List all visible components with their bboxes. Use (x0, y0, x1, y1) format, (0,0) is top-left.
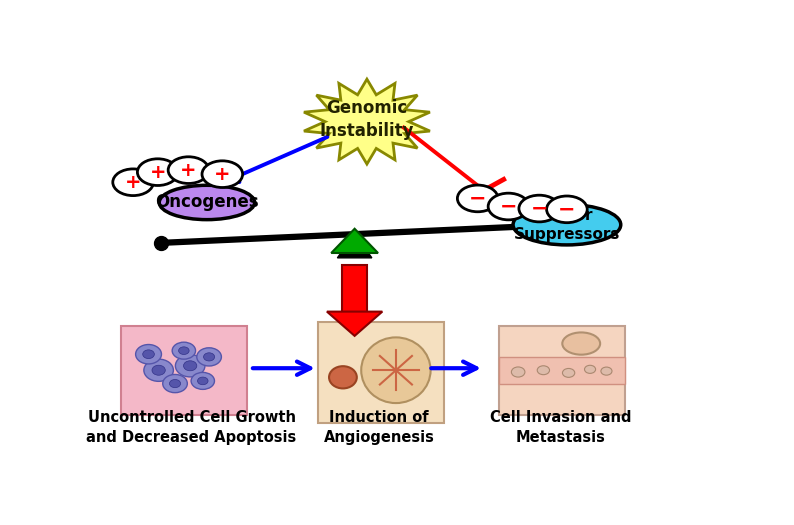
Polygon shape (337, 234, 372, 258)
Ellipse shape (197, 348, 222, 366)
Polygon shape (327, 312, 383, 336)
Polygon shape (499, 326, 626, 415)
Text: Cell Invasion and
Metastasis: Cell Invasion and Metastasis (490, 410, 631, 445)
Ellipse shape (584, 365, 596, 373)
Circle shape (137, 159, 178, 185)
Ellipse shape (160, 185, 255, 219)
Ellipse shape (179, 347, 189, 354)
Polygon shape (121, 326, 247, 415)
Ellipse shape (361, 338, 430, 403)
Text: Genomic
Instability: Genomic Instability (320, 99, 414, 140)
Text: Induction of
Angiogenesis: Induction of Angiogenesis (324, 410, 434, 445)
Ellipse shape (329, 366, 357, 388)
Circle shape (546, 196, 588, 223)
Text: −: − (558, 200, 576, 219)
Ellipse shape (511, 367, 525, 377)
Circle shape (202, 161, 243, 187)
Ellipse shape (203, 353, 214, 361)
Text: −: − (530, 198, 548, 218)
Ellipse shape (601, 367, 612, 375)
Ellipse shape (143, 350, 154, 359)
Text: Oncogenes: Oncogenes (155, 194, 259, 212)
Text: +: + (180, 161, 197, 180)
Ellipse shape (175, 355, 205, 377)
Polygon shape (318, 322, 444, 423)
Polygon shape (304, 79, 430, 164)
Text: −: − (469, 188, 487, 208)
Ellipse shape (513, 205, 621, 245)
Ellipse shape (169, 380, 180, 387)
Ellipse shape (152, 365, 165, 375)
Text: −: − (499, 196, 517, 216)
Ellipse shape (144, 359, 173, 381)
Ellipse shape (136, 344, 161, 364)
Circle shape (113, 169, 153, 196)
Ellipse shape (163, 374, 187, 393)
Polygon shape (331, 229, 378, 253)
Ellipse shape (191, 372, 214, 390)
Ellipse shape (172, 342, 195, 359)
Ellipse shape (538, 366, 549, 375)
Polygon shape (342, 265, 367, 312)
Circle shape (168, 157, 209, 183)
Ellipse shape (183, 361, 197, 371)
Polygon shape (499, 357, 626, 384)
Text: Uncontrolled Cell Growth
and Decreased Apoptosis: Uncontrolled Cell Growth and Decreased A… (87, 410, 297, 445)
Ellipse shape (562, 332, 600, 355)
Text: +: + (125, 173, 141, 192)
Ellipse shape (198, 377, 208, 385)
Text: Tumor
Suppressors: Tumor Suppressors (514, 208, 620, 242)
Circle shape (457, 185, 498, 212)
Text: +: + (214, 165, 230, 184)
Text: +: + (149, 163, 166, 182)
Ellipse shape (562, 369, 575, 377)
Circle shape (519, 195, 560, 222)
Circle shape (488, 193, 529, 220)
